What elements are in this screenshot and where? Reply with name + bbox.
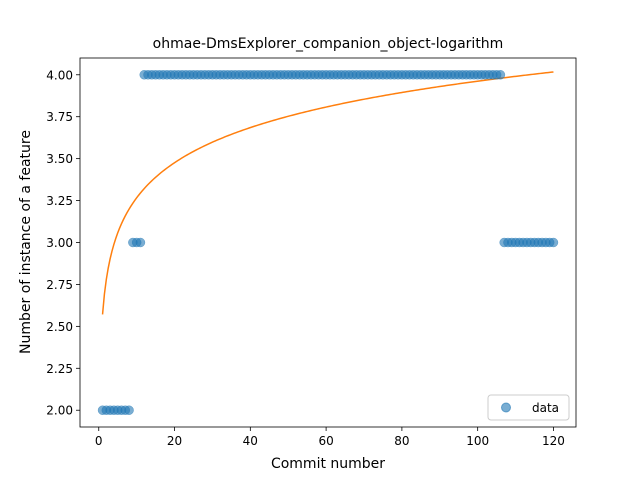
x-tick-label: 100: [466, 434, 489, 448]
legend: data: [487, 394, 570, 421]
y-tick-label: 2.50: [46, 320, 73, 334]
y-tick-label: 3.25: [46, 194, 73, 208]
y-tick-label: 4.00: [46, 68, 73, 82]
data-point: [135, 237, 146, 248]
y-tick-label: 2.00: [46, 404, 73, 418]
x-tick-label: 0: [95, 434, 103, 448]
y-tick-label: 2.75: [46, 278, 73, 292]
fit-line: [101, 71, 554, 315]
fit-line-layer: [101, 71, 554, 315]
x-tick-label: 20: [167, 434, 182, 448]
data-point: [548, 237, 559, 248]
x-tick-label: 60: [318, 434, 333, 448]
y-tick-label: 2.25: [46, 362, 73, 376]
y-axis-ticks: 2.00 2.25 2.50 2.75 3.00 3.25 3.50 3.75 4.00: [46, 68, 80, 418]
x-tick-label: 80: [394, 434, 409, 448]
data-points-layer: [97, 70, 559, 415]
x-tick-label: 40: [243, 434, 258, 448]
plot-area: [97, 70, 559, 415]
y-axis-label: Number of instance of a feature: [18, 130, 34, 354]
data-point: [124, 405, 134, 415]
x-axis-label: Commit number: [271, 456, 385, 472]
legend-box: [487, 394, 570, 421]
y-tick-label: 3.75: [46, 110, 73, 124]
data-point: [495, 70, 506, 80]
x-axis-ticks: 0 20 40 60 80 100 120: [95, 427, 565, 448]
y-tick-label: 3.50: [46, 152, 73, 166]
legend-label-data: data: [532, 401, 559, 415]
x-tick-label: 120: [542, 434, 565, 448]
y-tick-label: 3.00: [46, 236, 73, 250]
legend-marker-data: [501, 402, 511, 413]
chart-title: ohmae-DmsExplorer_companion_object-logar…: [153, 36, 504, 52]
